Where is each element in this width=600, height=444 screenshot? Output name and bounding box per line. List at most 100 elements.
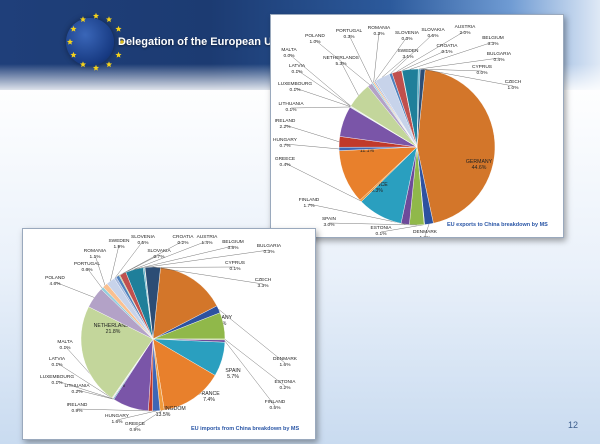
slice-label: POLAND [305,33,325,39]
leader-line [390,33,434,74]
slice-label: LUXEMBOURG [40,374,74,380]
slice-value: 0.4% [494,57,506,63]
slice-label: SLOVAKIA [147,248,171,254]
leader-line [410,41,494,70]
eu-star-icon [66,38,74,45]
leader-line [382,54,409,78]
slice-value: 0.1% [52,380,64,386]
slice-label: IRELAND [275,118,296,124]
leader-line [134,410,163,429]
slice-value: 0.1% [290,87,302,93]
slice-label: POLAND [45,275,65,281]
exports-chart-title: EU exports to China breakdown by MS [447,222,548,228]
slice-label: PORTUGAL [74,261,101,267]
leader-line [76,389,114,400]
eu-star-icon [70,25,77,32]
slice-value: 1.7% [304,203,316,209]
slice-label: LATVIA [289,63,306,69]
slice-value: 1.9% [114,244,126,250]
slice-value: 0.5% [138,240,150,246]
leader-line [54,281,95,298]
slice-value: 0.1% [286,107,298,113]
slice-label: FINLAND [299,197,320,203]
slice-value: 11.1% [360,148,375,154]
slice-value: 1.4% [202,240,214,246]
slice-label: HUNGARY [273,137,298,143]
slice-label: SPAIN [225,368,240,374]
leader-line [152,266,264,285]
eu-globe-logo [66,18,114,66]
slice-value: 0.7% [280,143,292,149]
eu-star-icon [105,16,113,23]
leader-line [422,69,514,87]
imports-chart-panel: GERMANY15.1%DENMARK1.6%SPAIN5.7%ESTONIA0… [22,228,316,440]
slice-value: 1.0% [508,85,520,91]
exports-pie-chart: GERMANY44.6%DENMARK1.8%ESTONIA0.1%SPAIN3… [273,24,522,237]
pie-slice-netherlands [80,306,154,399]
slice-value: 0.1% [60,345,72,351]
exports-chart-panel: GERMANY44.6%DENMARK1.8%ESTONIA0.1%SPAIN3… [270,14,564,238]
pie-slice-united-kingdom [152,338,216,411]
leader-line [122,240,208,274]
slice-value: 2.2% [280,124,292,130]
leader-line [396,30,466,72]
slice-label: CROATIA [173,234,195,240]
slice-value: 3.3% [258,283,270,289]
slice-label: MALTA [57,339,73,345]
leader-line [224,340,276,407]
slice-label: SLOVENIA [131,234,156,240]
slice-label: BELGIUM [222,239,244,245]
slice-label: SWEDEN [108,238,130,244]
slice-label: SWEDEN [397,48,419,54]
leader-line [284,124,340,142]
slice-value: 0.1% [52,362,64,368]
leader-line [314,39,370,86]
slice-label: SPAIN [322,216,337,222]
slice-label: LITHUANIA [64,383,90,389]
imports-chart-title: EU imports from China breakdown by MS [191,426,300,432]
eu-star-icon [70,51,77,58]
eu-star-icon [105,61,113,68]
slice-value: 1.0% [310,39,322,45]
slice-label: PORTUGAL [336,28,363,34]
slice-value: 0.2% [72,389,84,395]
slice-label: AUSTRIA [197,234,219,240]
imports-pie-chart: GERMANY15.1%DENMARK1.6%SPAIN5.7%ESTONIA0… [40,234,298,433]
slice-label: IRELAND [67,402,88,408]
leader-line [116,410,157,421]
slice-value: 4.6% [50,281,62,287]
leader-line [119,240,184,276]
leader-line [328,222,417,226]
slice-value: 3.3% [488,41,500,47]
slice-label: DENMARK [413,229,438,235]
slice-value: 0.0% [284,53,296,59]
eu-star-icon [118,38,126,45]
slice-label: BELGIUM [482,35,504,41]
slice-value: 0.6% [428,33,440,39]
slice-value: 0.1% [442,49,454,55]
leader-line [110,244,120,281]
slice-label: SLOVAKIA [421,27,445,33]
slice-label: GREECE [125,421,145,427]
slice-label: BULGARIA [257,243,282,249]
leader-line [284,162,361,202]
slice-label: GREECE [275,156,295,162]
slice-label: CYPRUS [472,64,492,70]
slice-value: 1.6% [280,362,292,368]
leader-line [296,69,351,107]
slice-label: ROMANIA [84,248,107,254]
leader-line [284,143,340,150]
leader-line [419,57,500,70]
leader-line [94,254,106,286]
slice-value: 2.0% [460,30,472,36]
slice-value: 0.6% [82,267,94,273]
pie-slice-germany [416,69,496,224]
leader-line [374,36,408,82]
slice-label: NETHERLANDS [94,323,133,329]
slice-label: DENMARK [273,356,298,362]
leader-line [134,245,234,270]
slice-value: 0.7% [154,254,166,260]
leader-line [401,49,448,71]
slice-label: ESTONIA [275,379,297,385]
slice-value: 0.1% [376,231,388,237]
